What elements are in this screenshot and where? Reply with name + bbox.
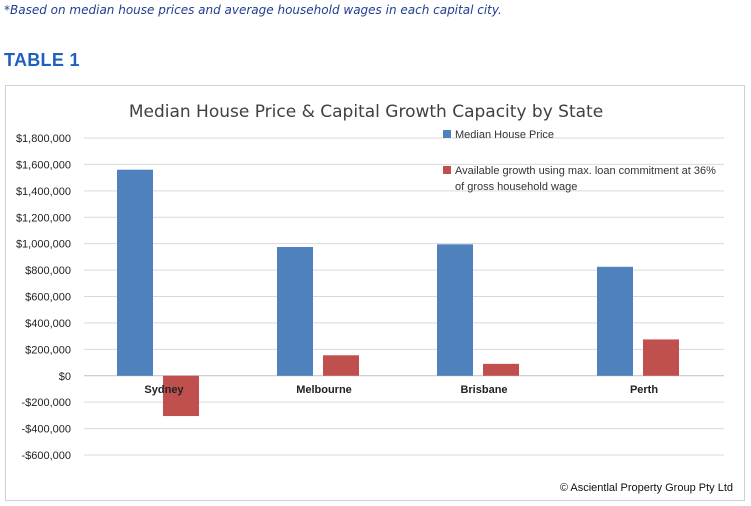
bar-median-price-melbourne [277,246,313,376]
chart-title: Median House Price & Capital Growth Capa… [129,102,603,122]
bar-available-growth-melbourne [323,355,359,376]
copyright-text: © Ascientlal Property Group Pty Ltd [560,482,733,494]
y-tick-label: $0 [59,371,71,383]
legend-label-available-growth: of gross household wage [455,181,577,193]
chart-frame: $1,800,000 $1,600,000 $1,400,000 $1,200,000… [5,85,745,501]
bar-median-price-brisbane [437,244,473,376]
legend-swatch-median-price [443,130,451,138]
y-tick-label: $1,200,000 [16,212,71,224]
y-tick-label: -$600,000 [21,450,71,462]
legend-label-available-growth: Available growth using max. loan commitm… [455,165,716,177]
y-tick-label: $800,000 [25,265,71,277]
bar-median-price-perth [597,266,633,376]
y-tick-label: $1,400,000 [16,186,71,198]
y-tick-label: -$400,000 [21,424,71,436]
legend-swatch-available-growth [443,166,451,174]
bar-available-growth-sydney [163,375,199,417]
bar-median-price-sydney [117,169,153,376]
category-label: Brisbane [460,384,507,396]
category-label: Sydney [144,384,184,396]
category-label: Perth [630,384,658,396]
table-heading: TABLE 1 [4,50,80,70]
bar-available-growth-brisbane [483,363,519,376]
y-tick-label: $1,600,000 [16,159,71,171]
y-tick-label: $400,000 [25,318,71,330]
y-tick-label: $600,000 [25,292,71,304]
legend-label-median-price: Median House Price [455,129,554,141]
footnote-text: *Based on median house prices and averag… [4,3,502,17]
bar-available-growth-perth [643,339,679,376]
y-tick-label: $1,000,000 [16,239,71,251]
category-label: Melbourne [296,384,352,396]
y-tick-label: $1,800,000 [16,133,71,145]
bar-chart: $1,800,000 $1,600,000 $1,400,000 $1,200,000… [16,102,733,494]
y-tick-label: $200,000 [25,344,71,356]
y-tick-label: -$200,000 [21,397,71,409]
